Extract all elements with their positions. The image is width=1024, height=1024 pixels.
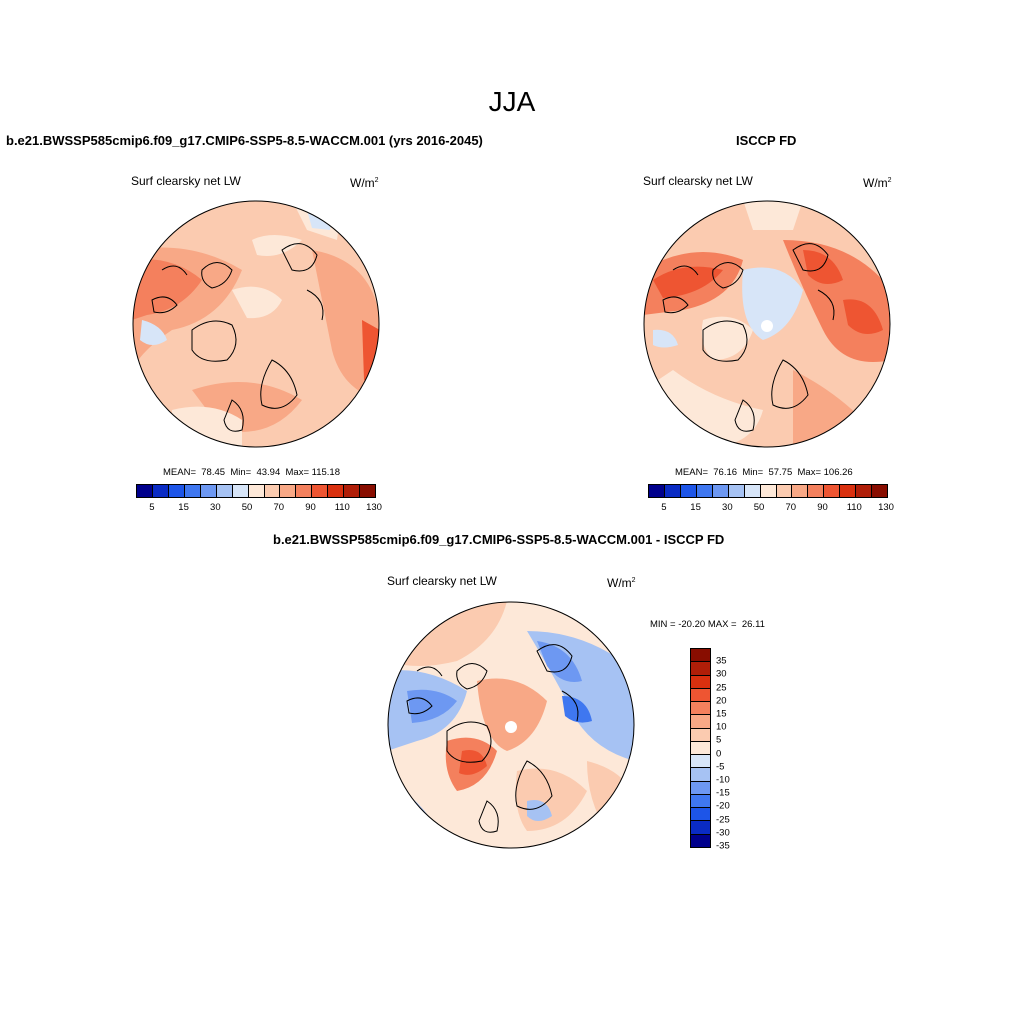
colorbar-tick-label: 20 xyxy=(716,695,727,707)
colorbar-swatch xyxy=(328,485,345,497)
panel-1-colorbar xyxy=(136,484,376,498)
colorbar-swatch xyxy=(232,485,249,497)
colorbar-tick-label: 70 xyxy=(785,502,797,513)
colorbar-swatch xyxy=(691,808,710,822)
colorbar-swatch xyxy=(216,485,233,497)
colorbar-tick-label: 0 xyxy=(716,748,722,760)
panel-2-title: ISCCP FD xyxy=(736,133,797,148)
colorbar-tick-label: 15 xyxy=(178,502,189,513)
colorbar-swatch xyxy=(792,485,809,497)
colorbar-swatch xyxy=(691,794,710,809)
panel-2-variable-label: Surf clearsky net LW xyxy=(643,174,753,188)
colorbar-tick-label: 30 xyxy=(716,668,727,680)
colorbar-tick-label: 130 xyxy=(366,502,382,513)
colorbar-swatch xyxy=(264,485,281,497)
colorbar-swatch xyxy=(776,485,793,497)
colorbar-swatch xyxy=(280,485,297,497)
colorbar-swatch xyxy=(712,485,729,497)
colorbar-swatch xyxy=(856,485,873,497)
colorbar-swatch xyxy=(360,485,376,497)
panel-3-colorbar xyxy=(690,648,711,848)
colorbar-swatch xyxy=(184,485,201,497)
colorbar-swatch xyxy=(664,485,681,497)
panel-1-stats: MEAN= 78.45 Min= 43.94 Max= 115.18 xyxy=(163,467,340,478)
colorbar-tick-label: -30 xyxy=(716,827,730,839)
colorbar-swatch xyxy=(696,485,713,497)
colorbar-swatch xyxy=(840,485,857,497)
colorbar-tick-label: 70 xyxy=(273,502,285,513)
colorbar-swatch xyxy=(248,485,265,497)
panel-3-colorbar-ticks: 35 30 25 20 15 10 5 0 -5 -10 -15 -20 -25 -30 -35 xyxy=(716,648,746,852)
colorbar-tick-label: 15 xyxy=(690,502,701,513)
colorbar-tick-label: -20 xyxy=(716,800,730,812)
panel-3-title: b.e21.BWSSP585cmip6.f09_g17.CMIP6-SSP5-8… xyxy=(273,532,725,547)
colorbar-swatch xyxy=(691,688,710,703)
colorbar-tick-label: 90 xyxy=(305,502,316,513)
colorbar-swatch xyxy=(649,485,665,497)
colorbar-swatch xyxy=(152,485,169,497)
panel-2-polar-map xyxy=(643,200,891,448)
colorbar-swatch xyxy=(200,485,217,497)
colorbar-swatch xyxy=(691,755,710,769)
colorbar-tick-label: 30 xyxy=(722,502,733,513)
colorbar-tick-label: 15 xyxy=(716,708,727,720)
colorbar-tick-label: 5 xyxy=(661,502,667,513)
colorbar-tick-label: 130 xyxy=(878,502,894,513)
panel-2-colorbar xyxy=(648,484,888,498)
colorbar-swatch xyxy=(691,715,710,729)
colorbar-swatch xyxy=(691,675,710,689)
panel-3-stats: MIN = -20.20 MAX = 26.11 xyxy=(650,619,765,630)
colorbar-tick-label: 25 xyxy=(716,682,727,694)
colorbar-tick-label: -5 xyxy=(716,761,725,773)
colorbar-swatch xyxy=(691,649,710,663)
colorbar-swatch xyxy=(744,485,761,497)
colorbar-swatch xyxy=(312,485,329,497)
colorbar-swatch xyxy=(691,834,710,847)
colorbar-tick-label: -15 xyxy=(716,787,730,799)
colorbar-tick-label: 110 xyxy=(334,502,350,513)
colorbar-swatch xyxy=(808,485,825,497)
panel-3-polar-map xyxy=(387,601,635,849)
figure-title: JJA xyxy=(488,86,536,117)
colorbar-tick-label: 110 xyxy=(846,502,862,513)
colorbar-swatch xyxy=(691,702,710,716)
colorbar-tick-label: 90 xyxy=(817,502,828,513)
colorbar-swatch xyxy=(691,662,710,676)
colorbar-tick-label: 30 xyxy=(210,502,221,513)
panel-3-variable-label: Surf clearsky net LW xyxy=(387,574,497,588)
colorbar-swatch xyxy=(691,781,710,795)
colorbar-tick-label: 5 xyxy=(149,502,155,513)
panel-1-variable-label: Surf clearsky net LW xyxy=(131,174,241,188)
colorbar-swatch xyxy=(137,485,153,497)
colorbar-swatch xyxy=(691,741,710,756)
panel-1-units-label: W/m2 xyxy=(350,176,379,190)
panel-2-units-label: W/m2 xyxy=(863,176,892,190)
colorbar-swatch xyxy=(728,485,745,497)
colorbar-swatch xyxy=(680,485,697,497)
colorbar-tick-label: -25 xyxy=(716,814,730,826)
colorbar-swatch xyxy=(691,768,710,782)
colorbar-tick-label: -10 xyxy=(716,774,730,786)
colorbar-swatch xyxy=(691,821,710,835)
colorbar-tick-label: 5 xyxy=(716,734,722,746)
colorbar-tick-label: 50 xyxy=(753,502,765,513)
panel-1-polar-map xyxy=(132,200,380,448)
colorbar-swatch xyxy=(824,485,841,497)
panel-1-title: b.e21.BWSSP585cmip6.f09_g17.CMIP6-SSP5-8… xyxy=(6,133,483,148)
colorbar-tick-label: -35 xyxy=(716,840,730,852)
colorbar-swatch xyxy=(168,485,185,497)
colorbar-tick-label: 10 xyxy=(716,721,727,733)
colorbar-tick-label: 50 xyxy=(241,502,253,513)
colorbar-swatch xyxy=(872,485,888,497)
panel-2-stats: MEAN= 76.16 Min= 57.75 Max= 106.26 xyxy=(675,467,853,478)
colorbar-tick-label: 35 xyxy=(716,655,727,667)
colorbar-swatch xyxy=(760,485,777,497)
colorbar-swatch xyxy=(691,728,710,742)
colorbar-swatch xyxy=(296,485,313,497)
panel-3-units-label: W/m2 xyxy=(607,576,636,590)
colorbar-swatch xyxy=(344,485,361,497)
